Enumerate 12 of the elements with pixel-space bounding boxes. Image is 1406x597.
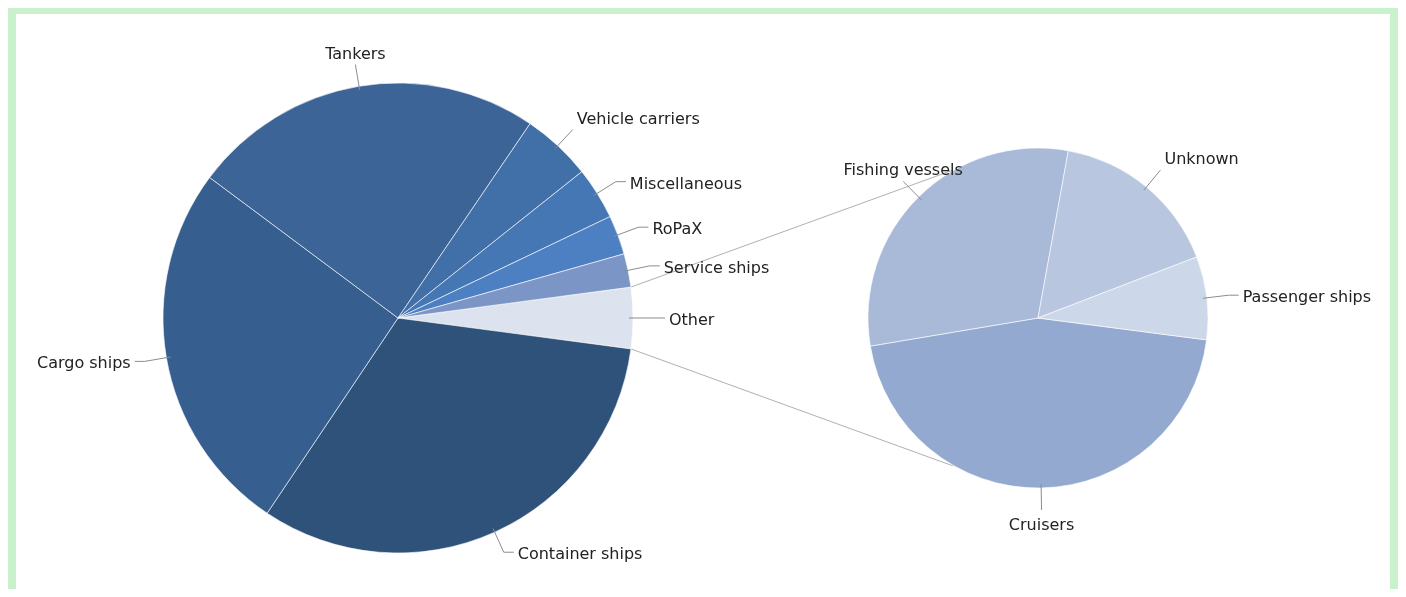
slice-label: Unknown	[1164, 149, 1239, 169]
slice-label: Other	[669, 310, 715, 329]
slice-label: Container ships	[517, 544, 643, 564]
slice-label: Vehicle carriers	[576, 108, 700, 128]
slice-label: RoPaX	[652, 219, 703, 239]
slice-label: Fishing vessels	[843, 160, 963, 180]
slice-label: Tankers	[324, 43, 386, 63]
slice-label: Cargo ships	[36, 353, 131, 373]
slice-label: Service ships	[663, 257, 770, 277]
slice-label: Cruisers	[1008, 514, 1075, 534]
slice-label: Miscellaneous	[629, 173, 743, 193]
slice-label: Passenger ships	[1242, 287, 1372, 307]
